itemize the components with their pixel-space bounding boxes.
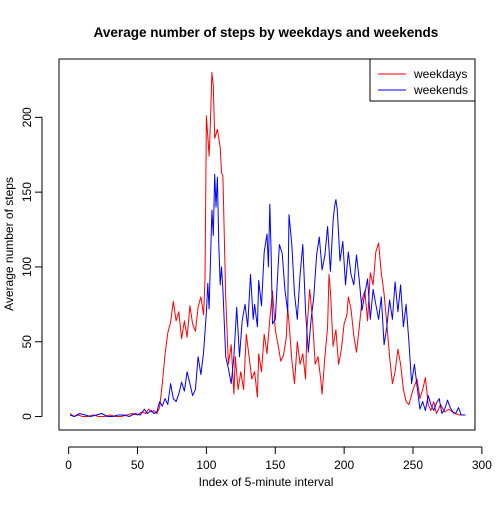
- legend-label-weekends: weekends: [413, 83, 468, 97]
- x-axis-label: Index of 5-minute interval: [199, 475, 334, 489]
- legend: weekdays weekends: [369, 58, 476, 102]
- x-tick-label: 150: [265, 458, 285, 472]
- legend-label-weekdays: weekdays: [413, 67, 467, 81]
- y-tick-label: 200: [20, 107, 34, 127]
- x-tick-label: 250: [403, 458, 423, 472]
- x-tick-label: 100: [196, 458, 216, 472]
- plot-area: [69, 72, 466, 417]
- y-tick-label: 150: [20, 182, 34, 202]
- x-tick-label: 200: [334, 458, 354, 472]
- x-tick-label: 50: [131, 458, 145, 472]
- x-axis: 0 50 100 150 200 250 300: [65, 446, 492, 472]
- y-tick-label: 50: [20, 335, 34, 349]
- legend-box: [369, 58, 476, 102]
- y-axis: 0 50 100 150 200: [20, 107, 43, 420]
- x-tick-label: 0: [65, 458, 72, 472]
- series-line-weekdays: [69, 72, 466, 417]
- chart-title: Average number of steps by weekdays and …: [94, 25, 439, 40]
- y-tick-label: 0: [20, 413, 34, 420]
- y-axis-label: Average number of steps: [2, 177, 16, 311]
- plot-frame: [58, 58, 476, 431]
- x-tick-label: 300: [472, 458, 492, 472]
- y-tick-label: 100: [20, 257, 34, 277]
- series-line-weekends: [69, 173, 466, 417]
